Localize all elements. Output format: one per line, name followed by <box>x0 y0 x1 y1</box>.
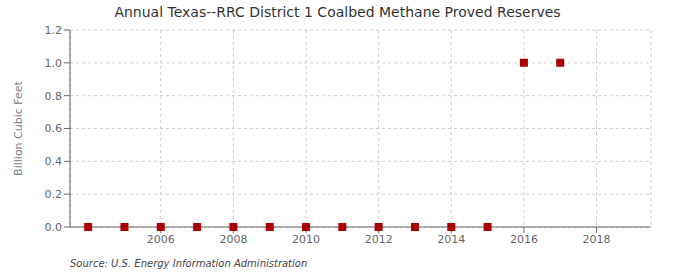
html-text:Source: U.S. Energy Informatio: Source: U.S. Energy Information Administ… <box>70 258 308 269</box>
svg-text:2006: 2006 <box>147 233 175 246</box>
svg-text:2014: 2014 <box>437 233 465 246</box>
svg-text:2012: 2012 <box>365 233 393 246</box>
svg-text:0.6: 0.6 <box>45 122 63 135</box>
svg-text:0.2: 0.2 <box>45 188 63 201</box>
svg-text:0.8: 0.8 <box>45 90 63 103</box>
svg-text:2018: 2018 <box>583 233 611 246</box>
svg-text:Billion Cubic Feet: Billion Cubic Feet <box>12 80 25 175</box>
svg-text:0.0: 0.0 <box>45 221 63 234</box>
svg-text:2016: 2016 <box>510 233 538 246</box>
svg-text:1.0: 1.0 <box>45 57 63 70</box>
svg-text:0.4: 0.4 <box>45 155 63 168</box>
svg-text:2008: 2008 <box>219 233 247 246</box>
svg-text:1.2: 1.2 <box>45 24 63 37</box>
svg-text:2010: 2010 <box>292 233 320 246</box>
html-text:Annual Texas--RRC District 1 C: Annual Texas--RRC District 1 Coalbed Met… <box>114 4 561 20</box>
